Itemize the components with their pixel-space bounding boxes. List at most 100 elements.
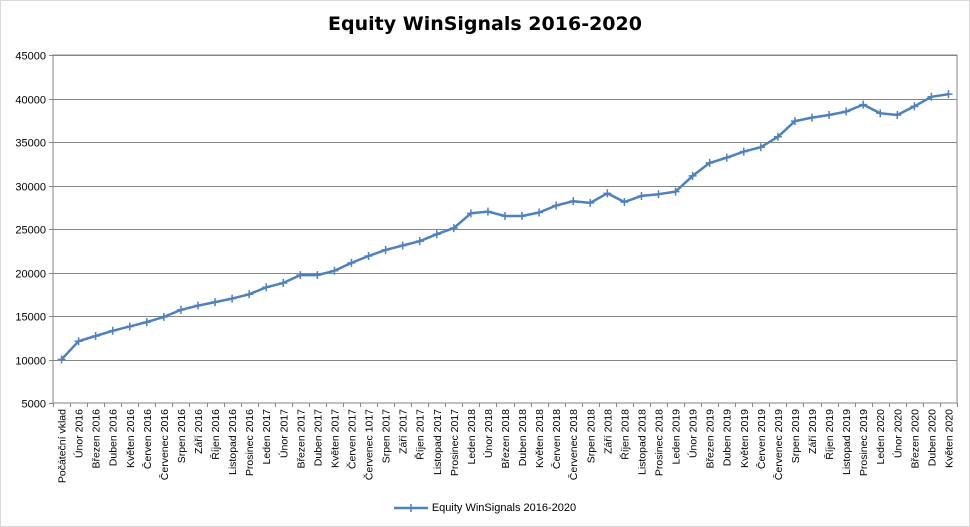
x-tick-label: Květen 2016: [125, 409, 137, 468]
data-point: [773, 132, 782, 141]
data-point: [569, 197, 578, 206]
x-tick-label: Březen 2016: [91, 409, 103, 469]
x-tick-label: Listopad 2016: [227, 409, 239, 475]
data-point: [279, 278, 288, 287]
x-tick-label: Červen 2016: [141, 409, 154, 469]
y-tick-label: 35000: [15, 138, 46, 150]
data-point: [756, 143, 765, 152]
x-tick-label: Červenec 1017: [363, 409, 376, 480]
y-tick-label: 40000: [15, 95, 46, 107]
x-tick-label: Počáteční vklad: [57, 409, 69, 483]
data-point: [893, 111, 902, 120]
data-point: [790, 117, 799, 126]
x-tick-label: Listopad 2017: [432, 409, 444, 475]
data-point: [313, 271, 322, 280]
data-point: [330, 266, 339, 275]
data-point: [176, 305, 185, 314]
data-point: [739, 147, 748, 156]
data-point: [296, 271, 305, 280]
data-point: [142, 318, 151, 327]
x-tick-label: Květen 2019: [739, 409, 751, 468]
data-point: [211, 298, 220, 307]
x-tick-label: Únor 2017: [277, 409, 290, 458]
y-tick-label: 25000: [15, 225, 46, 237]
data-point: [927, 92, 936, 101]
data-point: [74, 337, 83, 346]
x-tick-label: Červenec 2016: [158, 409, 171, 480]
x-tick-label: Duben 2016: [108, 409, 120, 466]
data-point: [125, 322, 134, 331]
data-point: [193, 301, 202, 310]
data-point: [449, 224, 458, 233]
data-point: [535, 208, 544, 217]
data-point: [654, 190, 663, 199]
x-tick-label: Únor 2018: [482, 409, 495, 458]
data-point: [859, 100, 868, 109]
x-tick-label: Červen 2019: [755, 409, 768, 469]
x-tick-label: Srpen 2016: [176, 409, 188, 463]
data-point: [415, 237, 424, 246]
series-line: [60, 92, 949, 361]
x-tick-label: Duben 2017: [312, 409, 324, 466]
data-point: [876, 109, 885, 118]
x-tick-label: Září 2017: [398, 409, 410, 454]
x-tick-label: Listopad 2018: [636, 409, 648, 475]
chart-title: Equity WinSignals 2016-2020: [328, 13, 642, 35]
data-point: [637, 191, 646, 200]
data-point: [262, 283, 271, 292]
data-point: [722, 153, 731, 162]
data-point: [91, 332, 100, 341]
x-tick-label: Leden 2019: [671, 409, 683, 465]
data-point: [501, 211, 509, 220]
legend: Equity WinSignals 2016-2020: [1, 502, 969, 514]
x-tick-label: Říjen 2018: [618, 409, 631, 460]
x-tick-label: Duben 2020: [926, 409, 938, 466]
gridlines: [52, 54, 958, 404]
x-tick-label: Prosinec 2018: [654, 409, 666, 476]
data-point: [347, 258, 356, 267]
x-tick-label: Říjen 2019: [823, 409, 836, 460]
data-point: [466, 209, 475, 218]
x-tick-label: Srpen 2018: [585, 409, 597, 463]
x-tick-label: Prosinec 2017: [449, 409, 461, 476]
x-tick-label: Duben 2019: [722, 409, 734, 466]
x-tick-label: Prosinec 2016: [244, 409, 256, 476]
x-tick-label: Únor 2020: [891, 409, 904, 458]
data-point: [108, 326, 117, 335]
x-tick-label: Červenec 2018: [567, 409, 580, 480]
x-tick-label: Září 2019: [807, 409, 819, 454]
x-tick-label: Srpen 2017: [381, 409, 393, 463]
x-tick-label: Říjen 2016: [209, 409, 222, 460]
x-tick-label: Květen 2018: [534, 409, 546, 468]
x-tick-label: Srpen 2019: [790, 409, 802, 463]
y-tick-label: 45000: [15, 51, 46, 63]
data-point: [552, 201, 561, 210]
y-axis: 5000 10000 15000 20000 25000 30000 35000 40000 4…: [15, 51, 53, 411]
data-point: [398, 241, 407, 250]
y-tick-label: 20000: [15, 269, 46, 281]
y-tick-label: 15000: [15, 312, 46, 324]
x-tick-label: Červen 2017: [345, 409, 358, 469]
data-point: [705, 158, 714, 167]
x-tick-label: Březen 2018: [500, 409, 512, 469]
data-point: [228, 294, 237, 303]
data-point: [671, 187, 680, 196]
y-tick-label: 30000: [15, 182, 46, 194]
x-tick-label: Březen 2019: [705, 409, 717, 469]
data-point: [910, 102, 919, 111]
x-tick-label: Leden 2020: [875, 409, 887, 465]
x-tick-label: Listopad 2019: [841, 409, 853, 475]
legend-label: Equity WinSignals 2016-2020: [431, 502, 577, 515]
data-point: [432, 230, 441, 239]
data-point: [842, 107, 851, 116]
data-point: [586, 198, 595, 207]
data-point: [603, 189, 612, 198]
data-point: [518, 211, 527, 220]
x-tick-label: Leden 2017: [261, 409, 273, 465]
x-tick-label: Leden 2018: [466, 409, 478, 465]
data-point: [688, 171, 697, 180]
x-axis: Počáteční vklad Únor 2016 Březen 2016 Duben…: [53, 403, 958, 483]
data-point: [944, 90, 953, 99]
